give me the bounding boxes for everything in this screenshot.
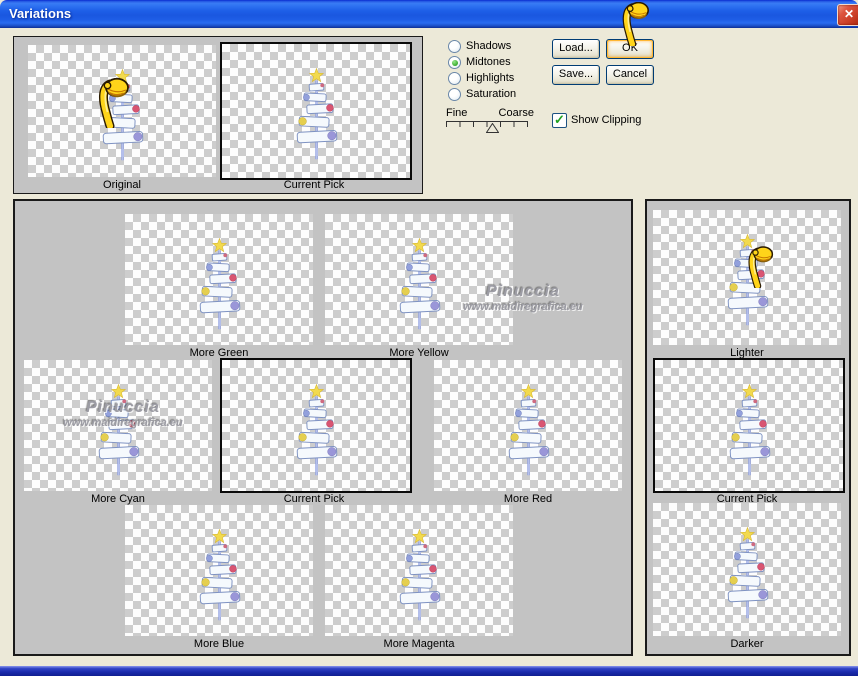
- variation-thumb-more-yellow[interactable]: [325, 214, 513, 345]
- variation-thumb-current-pick-brightness[interactable]: [653, 358, 845, 493]
- variation-thumb-lighter[interactable]: [653, 210, 841, 345]
- tree-image: [98, 384, 140, 476]
- tree-image: [296, 68, 338, 160]
- lighter-label: Lighter: [730, 347, 764, 359]
- tree-image: [199, 529, 241, 621]
- fine-coarse-slider[interactable]: Fine Coarse: [446, 107, 534, 133]
- slider-ruler: [446, 121, 528, 133]
- brightness-panel: Lighter Current Pick Darker: [645, 199, 851, 656]
- variation-thumb-more-cyan[interactable]: [24, 360, 212, 491]
- window-title: Variations: [9, 6, 72, 21]
- darker-label: Darker: [730, 638, 764, 650]
- save-button[interactable]: Save...: [552, 65, 600, 85]
- more-magenta-label: More Magenta: [383, 638, 455, 650]
- tree-image: [199, 238, 241, 330]
- more-green-label: More Green: [189, 347, 249, 359]
- slider-marker-icon[interactable]: [486, 123, 499, 133]
- radio-circle-icon[interactable]: [448, 40, 461, 53]
- original-thumbnail[interactable]: [28, 45, 216, 177]
- tree-image: [508, 384, 550, 476]
- current-pick-preview-label: Current Pick: [283, 179, 345, 191]
- variation-thumb-more-red[interactable]: [434, 360, 622, 491]
- fine-label: Fine: [446, 107, 468, 119]
- radio-circle-icon[interactable]: [448, 72, 461, 85]
- tree-image: [729, 384, 771, 476]
- variation-thumb-more-blue[interactable]: [125, 505, 313, 636]
- current-pick-label: Current Pick: [283, 493, 345, 505]
- current-pick-brightness-label: Current Pick: [716, 493, 778, 505]
- variations-grid-panel: More Green More Yellow Pinuccia www.maid…: [13, 199, 633, 656]
- original-label: Original: [103, 179, 141, 191]
- radio-saturation-label: Saturation: [466, 88, 517, 100]
- background-window-edge: [0, 666, 858, 676]
- radio-circle-icon[interactable]: [448, 88, 461, 101]
- checkbox-icon[interactable]: [552, 112, 567, 128]
- hand-cursor-icon: [96, 78, 130, 128]
- close-icon[interactable]: ✕: [837, 4, 858, 26]
- tree-image: [296, 384, 338, 476]
- preview-panel: Original Current Pick: [13, 36, 423, 194]
- radio-highlights-label: Highlights: [466, 72, 515, 84]
- more-blue-label: More Blue: [193, 638, 245, 650]
- current-pick-preview-thumbnail[interactable]: [220, 42, 412, 180]
- show-clipping-label: Show Clipping: [571, 114, 642, 126]
- hand-cursor-icon: [620, 2, 650, 46]
- more-red-label: More Red: [503, 493, 553, 505]
- variation-thumb-current-pick[interactable]: [220, 358, 412, 493]
- load-button[interactable]: Load...: [552, 39, 600, 59]
- radio-circle-icon[interactable]: [448, 56, 461, 69]
- radio-midtones-label: Midtones: [466, 56, 511, 68]
- cancel-button[interactable]: Cancel: [606, 65, 654, 85]
- variation-thumb-darker[interactable]: [653, 503, 841, 636]
- tree-image: [727, 527, 769, 619]
- coarse-label: Coarse: [498, 107, 534, 119]
- title-bar[interactable]: Variations ✕: [0, 0, 858, 28]
- variation-thumb-more-green[interactable]: [125, 214, 313, 345]
- more-cyan-label: More Cyan: [91, 493, 145, 505]
- radio-shadows-label: Shadows: [466, 40, 512, 52]
- more-yellow-label: More Yellow: [389, 347, 449, 359]
- tree-image: [399, 529, 441, 621]
- tree-image: [399, 238, 441, 330]
- hand-cursor-icon: [746, 246, 774, 288]
- variation-thumb-more-magenta[interactable]: [325, 505, 513, 636]
